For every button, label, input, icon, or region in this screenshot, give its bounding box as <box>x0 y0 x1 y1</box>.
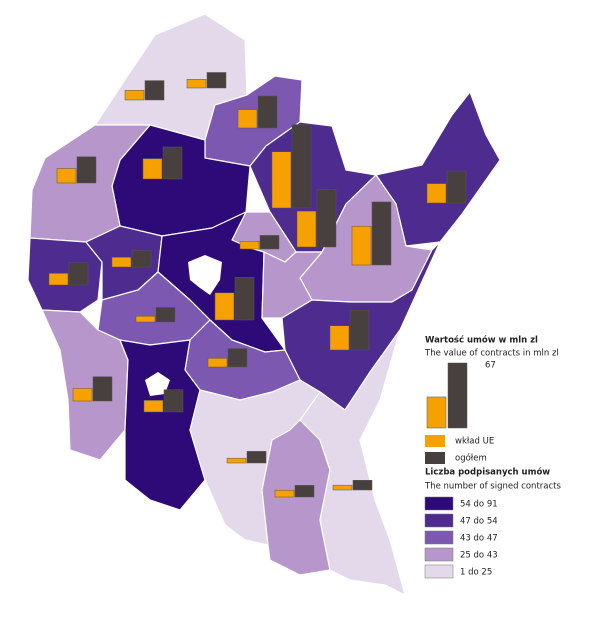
eu-bar <box>426 183 447 204</box>
region <box>29 124 151 243</box>
class-swatch <box>424 496 454 511</box>
eu-bar <box>296 210 317 248</box>
legend-eu-label: wkład UE <box>455 437 494 447</box>
eu-bar <box>239 240 260 250</box>
total-bar <box>144 80 165 101</box>
eu-bar <box>135 315 156 323</box>
eu-bar <box>142 158 163 180</box>
eu-bar <box>72 388 93 402</box>
class-swatch <box>424 564 454 579</box>
legend-eu-swatch <box>425 435 445 447</box>
class-label: 43 do 47 <box>460 534 498 544</box>
total-bar <box>246 451 267 464</box>
eu-bar <box>214 292 235 321</box>
eu-bar <box>226 457 247 464</box>
total-bar <box>446 170 467 204</box>
total-bar <box>257 95 278 129</box>
classes-title: Liczba podpisanych umów <box>425 467 550 478</box>
total-bar <box>316 189 337 248</box>
eu-bar <box>143 400 164 413</box>
classes-subtitle: The number of signed contracts <box>424 482 561 492</box>
legend: 67 <box>426 361 496 429</box>
total-bar <box>162 146 183 180</box>
class-label: 47 do 54 <box>460 517 498 527</box>
total-bar <box>371 201 392 266</box>
total-bar <box>291 124 312 209</box>
total-bar <box>349 309 370 351</box>
regions <box>27 13 501 596</box>
class-swatch <box>424 530 454 545</box>
region <box>261 419 331 576</box>
class-label: 54 do 91 <box>460 500 498 510</box>
eu-bar <box>237 109 258 129</box>
total-bar <box>68 262 89 286</box>
legend-total-swatch <box>425 452 445 464</box>
eu-bar <box>56 168 77 184</box>
classes-legend: 54 do 91 47 do 54 43 do 47 25 do 43 1 do 25 <box>424 496 498 579</box>
total-bar <box>234 277 255 321</box>
class-swatch <box>424 547 454 562</box>
legend-subtitle: The value of contracts in mln zl <box>424 349 559 359</box>
class-label: 1 do 25 <box>460 568 492 578</box>
legend-total-value: 67 <box>485 361 496 371</box>
eu-bar <box>329 325 350 351</box>
total-bar <box>155 307 176 323</box>
eu-bar <box>124 90 145 101</box>
region <box>299 329 406 596</box>
eu-bar <box>111 257 132 268</box>
eu-bar <box>271 151 292 209</box>
total-bar <box>259 235 280 250</box>
eu-bar <box>274 489 295 498</box>
bars <box>48 72 467 498</box>
eu-bar <box>332 484 353 491</box>
total-bar <box>294 485 315 498</box>
class-swatch <box>424 513 454 528</box>
eu-bar <box>48 273 69 286</box>
eu-bar <box>186 79 207 89</box>
total-bar <box>131 250 152 268</box>
legend-total-label: ogółem <box>455 453 487 464</box>
total-bar <box>352 480 373 491</box>
class-label: 25 do 43 <box>460 551 498 561</box>
total-bar <box>163 389 184 413</box>
legend-total-bar <box>447 362 468 429</box>
eu-bar <box>351 225 372 266</box>
eu-bar <box>207 358 228 368</box>
total-bar <box>92 376 113 402</box>
total-bar <box>227 348 248 368</box>
total-bar <box>76 156 97 184</box>
city <box>188 255 222 295</box>
total-bar <box>206 72 227 89</box>
region <box>261 251 323 319</box>
legend-title: Wartość umów w mln zl <box>425 335 538 346</box>
legend-eu-bar <box>426 396 447 429</box>
